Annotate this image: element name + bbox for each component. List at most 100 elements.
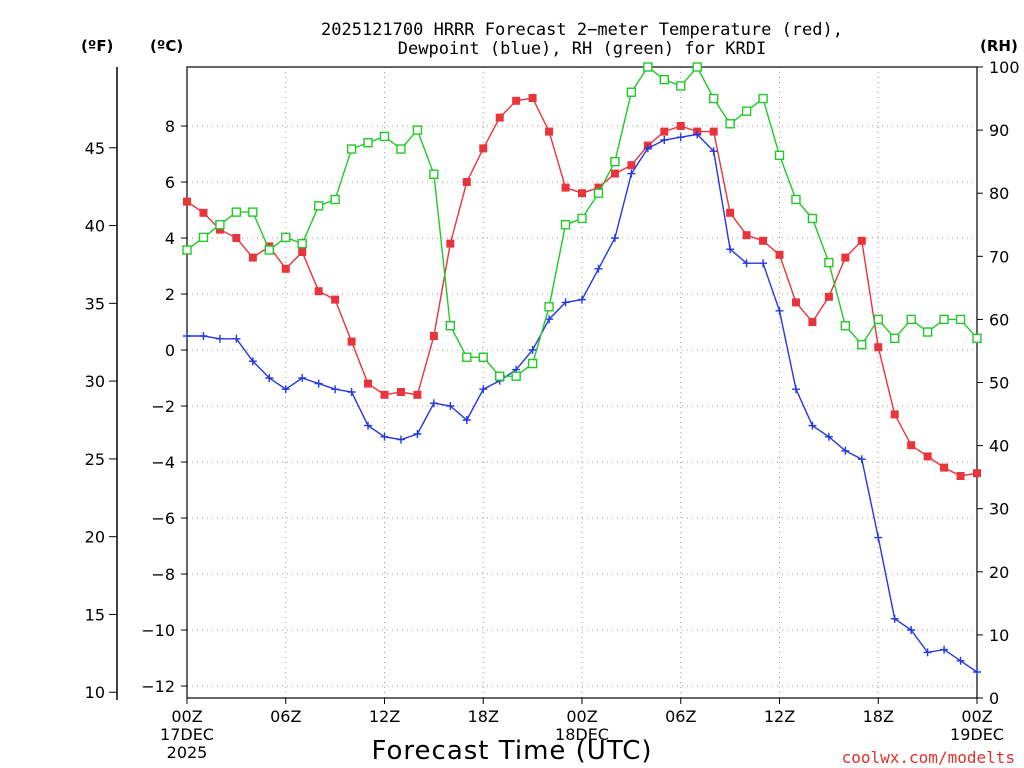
dewpoint-point — [627, 169, 636, 178]
x-tick-label: 18DEC — [555, 725, 609, 744]
fahrenheit-tick-label: 45 — [85, 139, 105, 158]
x-tick-label: 12Z — [369, 707, 400, 726]
rh-point — [231, 207, 242, 217]
dewpoint-point — [429, 399, 438, 408]
dewpoint-point — [594, 264, 603, 273]
rh-point — [346, 144, 357, 154]
temperature-point — [890, 410, 899, 419]
temperature-point — [791, 298, 800, 307]
dewpoint-point — [742, 259, 751, 268]
temperature-point — [364, 379, 373, 388]
temperature-point — [874, 343, 883, 352]
dewpoint-point — [676, 133, 685, 142]
dewpoint-point — [545, 315, 554, 324]
dewpoint-point — [610, 234, 619, 242]
fahrenheit-tick-label: 10 — [85, 683, 105, 702]
rh-point — [527, 358, 538, 369]
dewpoint-point — [940, 645, 949, 654]
rh-tick-label: 50 — [989, 374, 1009, 393]
rh-tick-label: 40 — [989, 437, 1009, 456]
dewpoint-point — [890, 614, 899, 623]
temperature-point — [610, 169, 619, 178]
chart-title: 2025121700 HRRR Forecast 2−meter Tempera… — [321, 20, 843, 59]
celsius-tick-label: −6 — [151, 509, 175, 528]
rh-point — [577, 213, 587, 224]
temperature-point — [907, 441, 916, 450]
temperature-point — [775, 250, 784, 259]
dewpoint-point — [561, 298, 570, 307]
fahrenheit-tick-label: 40 — [85, 217, 105, 236]
series-layer — [182, 62, 982, 676]
rh-point — [676, 81, 686, 91]
rh-tick-label: 100 — [989, 58, 1020, 77]
rh-point — [626, 87, 637, 97]
fahrenheit-tick-label: 20 — [85, 528, 105, 547]
temperature-point — [545, 127, 554, 136]
dewpoint-point — [281, 385, 290, 394]
x-tick-label: 00Z — [961, 707, 992, 726]
dewpoint-point — [413, 430, 422, 438]
rh-point — [593, 188, 604, 198]
dewpoint-point — [973, 668, 981, 676]
celsius-unit-label: (ºC) — [150, 37, 183, 55]
temperature-point — [215, 225, 224, 234]
temperature-point — [479, 144, 488, 153]
dewpoint-point — [396, 435, 405, 444]
dewpoint-point — [479, 385, 488, 394]
temperature-point — [660, 127, 669, 136]
source-credit: coolwx.com/modelts — [842, 748, 1015, 767]
dewpoint-point — [857, 455, 866, 464]
rh-unit-label: (RH) — [980, 37, 1018, 55]
celsius-tick-label: −8 — [151, 565, 175, 584]
rh-point — [610, 156, 620, 167]
rh-point — [807, 213, 818, 224]
rh-point — [708, 93, 719, 104]
dewpoint-point — [709, 147, 718, 156]
temperature-point — [973, 469, 981, 478]
rh-point — [922, 327, 933, 337]
rh-point — [939, 314, 949, 325]
rh-point — [840, 321, 851, 331]
temperature-point — [232, 234, 241, 242]
x-tick-label: 17DEC — [160, 725, 214, 744]
x-tick-label: 00Z — [566, 707, 597, 726]
rh-tick-label: 10 — [989, 626, 1009, 645]
temperature-point — [528, 94, 537, 102]
celsius-tick-label: 2 — [165, 285, 175, 304]
rh-point — [692, 62, 702, 72]
x-tick-label: 2025 — [167, 743, 208, 762]
rh-tick-label: 0 — [989, 689, 999, 708]
dewpoint-point — [824, 432, 833, 441]
temperature-point — [347, 337, 356, 346]
rh-point — [824, 257, 834, 268]
dewpoint-point — [808, 421, 817, 430]
temperature-point — [462, 178, 471, 186]
temperature-point — [841, 253, 850, 262]
dewpoint-point — [248, 357, 257, 366]
temperature-point — [578, 189, 586, 198]
rh-point — [774, 150, 785, 161]
rh-point — [972, 333, 982, 344]
rh-point — [890, 333, 900, 344]
rh-point — [396, 144, 406, 154]
temperature-point — [759, 236, 768, 245]
celsius-tick-label: −12 — [141, 677, 175, 696]
rh-tick-label: 20 — [989, 563, 1009, 582]
fahrenheit-unit-label: (ºF) — [81, 37, 113, 55]
temperature-point — [627, 161, 636, 170]
rh-point — [857, 339, 867, 350]
dewpoint-point — [578, 295, 586, 304]
rh-point — [955, 314, 966, 325]
dewpoint-point — [791, 385, 800, 394]
rh-tick-label: 30 — [989, 500, 1009, 519]
rh-point — [478, 352, 488, 362]
celsius-tick-label: −10 — [141, 621, 175, 640]
fahrenheit-tick-label: 30 — [85, 372, 105, 391]
rh-point — [725, 119, 735, 129]
x-tick-label: 19DEC — [950, 725, 1004, 744]
rh-point — [248, 207, 258, 217]
rh-point — [330, 194, 340, 205]
dewpoint-point — [364, 421, 373, 430]
